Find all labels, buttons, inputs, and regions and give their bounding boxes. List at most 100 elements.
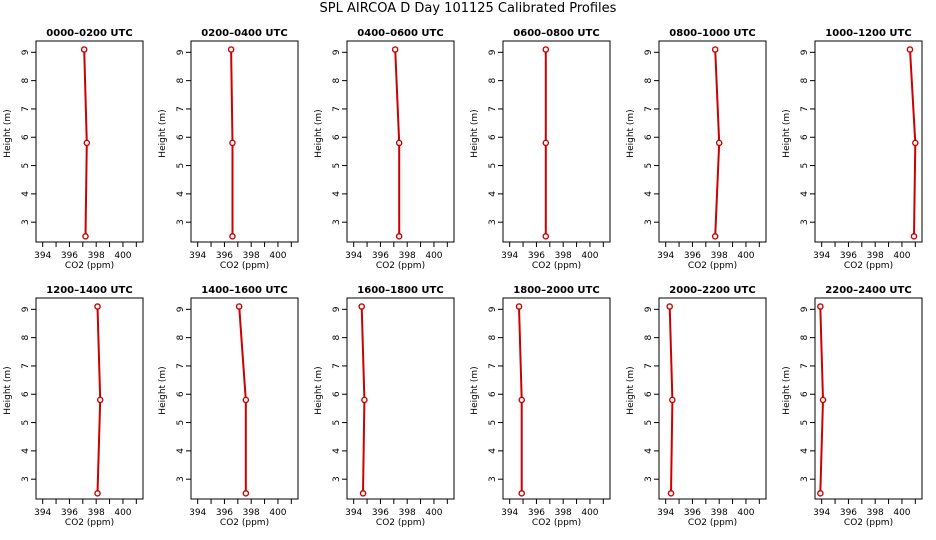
y-tick-label: 7 — [800, 106, 810, 112]
y-tick-label: 3 — [21, 476, 31, 482]
plot-frame — [658, 40, 767, 243]
y-axis-label: Height (m) — [3, 366, 13, 414]
y-tick-label: 9 — [21, 306, 31, 312]
data-point — [711, 233, 719, 240]
y-tick-label: 5 — [488, 163, 498, 169]
data-point — [229, 233, 236, 240]
x-tick-label: 398 — [243, 251, 260, 261]
y-tick-label: 3 — [332, 219, 342, 225]
y-tick-label: 9 — [644, 306, 654, 312]
x-tick-label: 394 — [501, 508, 518, 518]
y-tick-label: 3 — [644, 476, 654, 482]
x-tick-label: 400 — [581, 508, 598, 518]
x-tick-label: 398 — [399, 508, 416, 518]
x-tick-label: 400 — [425, 508, 442, 518]
y-axis-label: Height (m) — [626, 366, 636, 414]
x-tick-label: 400 — [114, 251, 131, 261]
x-tick-label: 396 — [61, 508, 78, 518]
x-tick-label: 394 — [34, 251, 51, 261]
profile-panel: 2200–2400 UTC 394 396 398 400 3 4 5 6 7 8 9 CO2 (ppm… — [782, 285, 923, 528]
panel-title: 1800–2000 UTC — [513, 285, 599, 296]
y-tick-label: 8 — [332, 78, 342, 84]
plot-frame — [814, 40, 923, 243]
y-tick-label: 3 — [800, 476, 810, 482]
y-tick-label: 9 — [21, 49, 31, 55]
data-point — [542, 233, 550, 240]
x-tick-label: 396 — [840, 251, 857, 261]
y-tick-label: 5 — [21, 420, 31, 426]
x-tick-label: 394 — [345, 251, 362, 261]
x-tick-label: 398 — [867, 251, 884, 261]
y-tick-label: 7 — [488, 106, 498, 112]
y-tick-label: 4 — [644, 448, 654, 454]
data-point — [395, 139, 403, 147]
x-tick-label: 400 — [114, 508, 131, 518]
x-axis-label: CO2 (ppm) — [65, 261, 114, 271]
x-axis-label: CO2 (ppm) — [532, 518, 581, 528]
panel-title: 1600–1800 UTC — [357, 285, 443, 296]
y-tick-label: 6 — [488, 134, 498, 140]
x-tick-label: 394 — [657, 508, 674, 518]
x-axis-label: CO2 (ppm) — [532, 261, 581, 271]
x-tick-label: 400 — [737, 508, 754, 518]
data-point — [235, 303, 243, 310]
x-tick-label: 396 — [528, 508, 545, 518]
x-tick-label: 400 — [737, 251, 754, 261]
y-tick-label: 6 — [488, 391, 498, 397]
y-tick-label: 5 — [800, 420, 810, 426]
y-tick-label: 4 — [332, 191, 342, 197]
data-point — [518, 490, 526, 497]
y-tick-label: 3 — [488, 219, 498, 225]
y-axis-label: Height (m) — [782, 366, 792, 414]
profile-panel: 1600–1800 UTC 394 396 398 400 3 4 5 6 7 8 9 CO2 (ppm… — [314, 285, 455, 528]
y-tick-label: 6 — [332, 134, 342, 140]
x-axis-label: CO2 (ppm) — [688, 261, 737, 271]
y-tick-label: 4 — [644, 191, 654, 197]
y-tick-label: 7 — [21, 106, 31, 112]
y-tick-label: 7 — [800, 363, 810, 369]
data-point — [395, 233, 403, 240]
y-axis-label: Height (m) — [626, 109, 636, 157]
y-axis-label: Height (m) — [470, 366, 480, 414]
y-tick-label: 7 — [644, 106, 654, 112]
y-tick-label: 8 — [800, 78, 810, 84]
y-tick-label: 6 — [176, 391, 186, 397]
x-tick-label: 396 — [216, 508, 233, 518]
y-tick-label: 6 — [800, 391, 810, 397]
x-tick-label: 394 — [501, 251, 518, 261]
y-tick-label: 3 — [21, 219, 31, 225]
data-point — [361, 396, 368, 404]
data-point — [669, 396, 676, 404]
y-tick-label: 5 — [332, 420, 342, 426]
y-tick-label: 8 — [176, 78, 186, 84]
plot-frame — [190, 40, 299, 243]
data-point — [910, 233, 918, 240]
y-tick-label: 8 — [488, 78, 498, 84]
x-tick-label: 394 — [189, 508, 206, 518]
y-axis-label: Height (m) — [470, 109, 480, 157]
plot-frame — [190, 297, 299, 500]
x-tick-label: 400 — [425, 251, 442, 261]
plot-frame — [814, 297, 923, 500]
data-point — [391, 46, 399, 53]
y-tick-label: 4 — [176, 448, 186, 454]
x-tick-label: 396 — [372, 251, 389, 261]
y-tick-label: 4 — [332, 448, 342, 454]
y-tick-label: 8 — [644, 335, 654, 341]
x-axis-label: CO2 (ppm) — [844, 261, 893, 271]
panel-title: 2200–2400 UTC — [825, 285, 911, 296]
x-tick-label: 398 — [555, 508, 572, 518]
panel-title: 0800–1000 UTC — [669, 28, 755, 39]
y-tick-label: 5 — [644, 420, 654, 426]
data-point — [518, 396, 526, 404]
panel-title: 0200–0400 UTC — [201, 28, 287, 39]
y-axis-label: Height (m) — [782, 109, 792, 157]
x-tick-label: 400 — [581, 251, 598, 261]
x-tick-label: 400 — [269, 251, 286, 261]
profile-panel: 1400–1600 UTC 394 396 398 400 3 4 5 6 7 8 9 CO2 (ppm… — [158, 285, 299, 528]
y-tick-label: 7 — [488, 363, 498, 369]
y-tick-label: 8 — [800, 335, 810, 341]
y-tick-label: 7 — [176, 363, 186, 369]
x-tick-label: 398 — [88, 508, 105, 518]
